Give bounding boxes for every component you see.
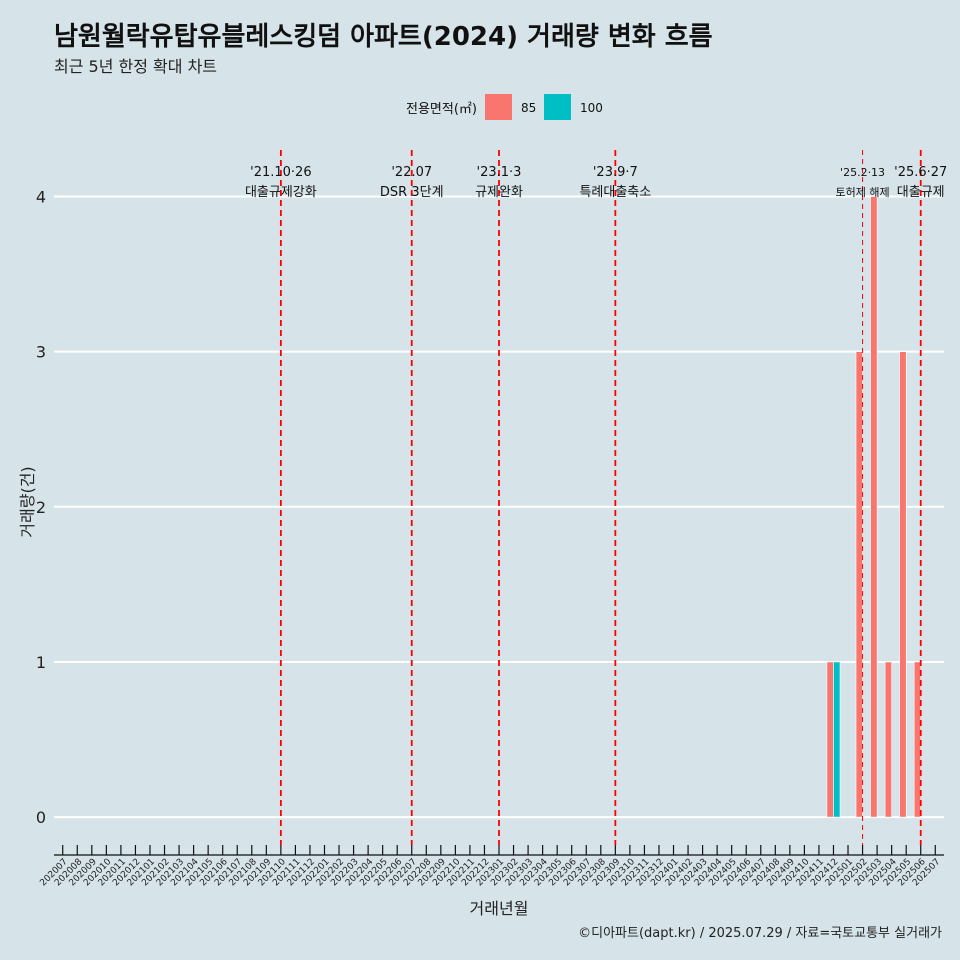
legend-label-100: 100	[580, 101, 603, 115]
event-label: 규제완화	[475, 185, 523, 200]
bar-85-202504	[884, 661, 892, 818]
event-date: '23.9·7	[593, 165, 638, 180]
event-label: 특례대출축소	[579, 185, 651, 200]
legend-swatch-100	[544, 94, 571, 120]
y-tick-label: 3	[36, 343, 46, 362]
bar-85-202502	[855, 351, 863, 818]
caption: ©디아파트(dapt.kr) / 2025.07.29 / 자료=국토교통부 실…	[578, 926, 942, 941]
event-label: 토허제 해제	[836, 185, 890, 199]
event-date: '25.6·27	[894, 165, 947, 180]
bar-100-202412	[833, 661, 841, 818]
event-date: '25.2·13	[840, 166, 885, 179]
bar-85-202505	[899, 351, 907, 818]
y-axis-ticks: 0 1 2 3 4	[36, 188, 46, 828]
legend-title: 전용면적(㎡)	[406, 102, 477, 117]
legend-label-85: 85	[521, 101, 536, 115]
chart-title: 남원월락유탑유블레스킹덤 아파트(2024) 거래량 변화 흐름	[54, 22, 713, 52]
event-date: '23.1·3	[477, 165, 522, 180]
x-axis-label: 거래년월	[470, 899, 529, 918]
event-label: DSR 3단계	[380, 185, 444, 200]
event-label: 대출규제	[897, 185, 945, 200]
event-markers: '21.10·26 대출규제강화 '22.07 DSR 3단계 '23.1·3 규제완화 '…	[245, 150, 947, 845]
y-axis-label: 거래량(건)	[18, 466, 37, 537]
y-tick-label: 1	[36, 653, 46, 672]
x-axis: 2020072020082020092020102020112020122021…	[38, 845, 944, 888]
event-label: 대출규제강화	[245, 185, 317, 200]
legend: 전용면적(㎡) 85 100	[406, 94, 603, 120]
bar-85-202503	[870, 196, 878, 818]
y-tick-label: 2	[36, 498, 46, 517]
bar-85-202412	[826, 661, 834, 818]
y-tick-label: 0	[36, 808, 46, 827]
chart-subtitle: 최근 5년 한정 확대 차트	[54, 57, 218, 76]
event-date: '22.07	[391, 165, 432, 180]
y-tick-label: 4	[36, 188, 46, 207]
legend-swatch-85	[485, 94, 512, 120]
event-date: '21.10·26	[250, 165, 311, 180]
bar-85-202506	[913, 661, 922, 818]
